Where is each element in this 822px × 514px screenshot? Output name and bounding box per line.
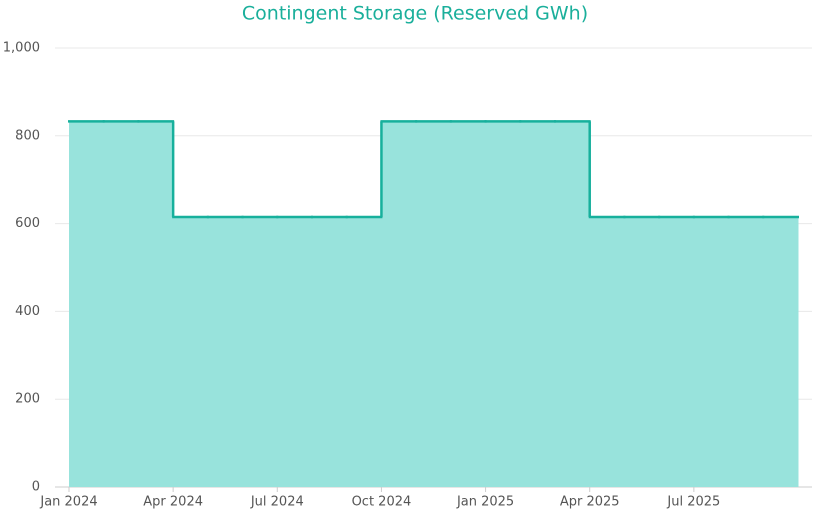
area-segment [659,217,695,487]
area-segment [520,121,556,488]
x-tick-label: Jan 2025 [456,495,514,510]
area-segment [589,217,625,487]
area-segment [346,217,382,487]
area-segment [138,121,174,488]
area-segment [312,217,348,487]
area-segment [450,121,487,488]
y-tick-label: 0 [32,480,40,495]
area-segment [485,121,521,488]
chart-title: Contingent Storage (Reserved GWh) [242,3,588,25]
area-segment [277,217,313,487]
area-segment [693,217,730,487]
x-tick-label: Jul 2024 [250,495,304,510]
area-segment [69,121,105,488]
y-tick-label: 1,000 [3,41,40,56]
x-tick-label: Jul 2025 [666,495,720,510]
y-tick-label: 200 [15,392,40,407]
x-tick-label: Oct 2024 [352,495,412,510]
area-segment [555,121,591,488]
area-segment [207,217,244,487]
area-segment [416,121,452,488]
area-segment [381,121,417,488]
area-segment [624,217,660,487]
area-segment [173,217,209,487]
area-segment [242,217,278,487]
x-tick-label: Jan 2024 [39,495,97,510]
area-segment [103,121,139,488]
y-tick-label: 600 [15,216,40,231]
x-tick-label: Apr 2025 [560,495,620,510]
y-tick-label: 800 [15,128,40,143]
area-segment [728,217,764,487]
y-tick-label: 400 [15,304,40,319]
x-tick-label: Apr 2024 [143,495,203,510]
area-segment [763,217,799,487]
